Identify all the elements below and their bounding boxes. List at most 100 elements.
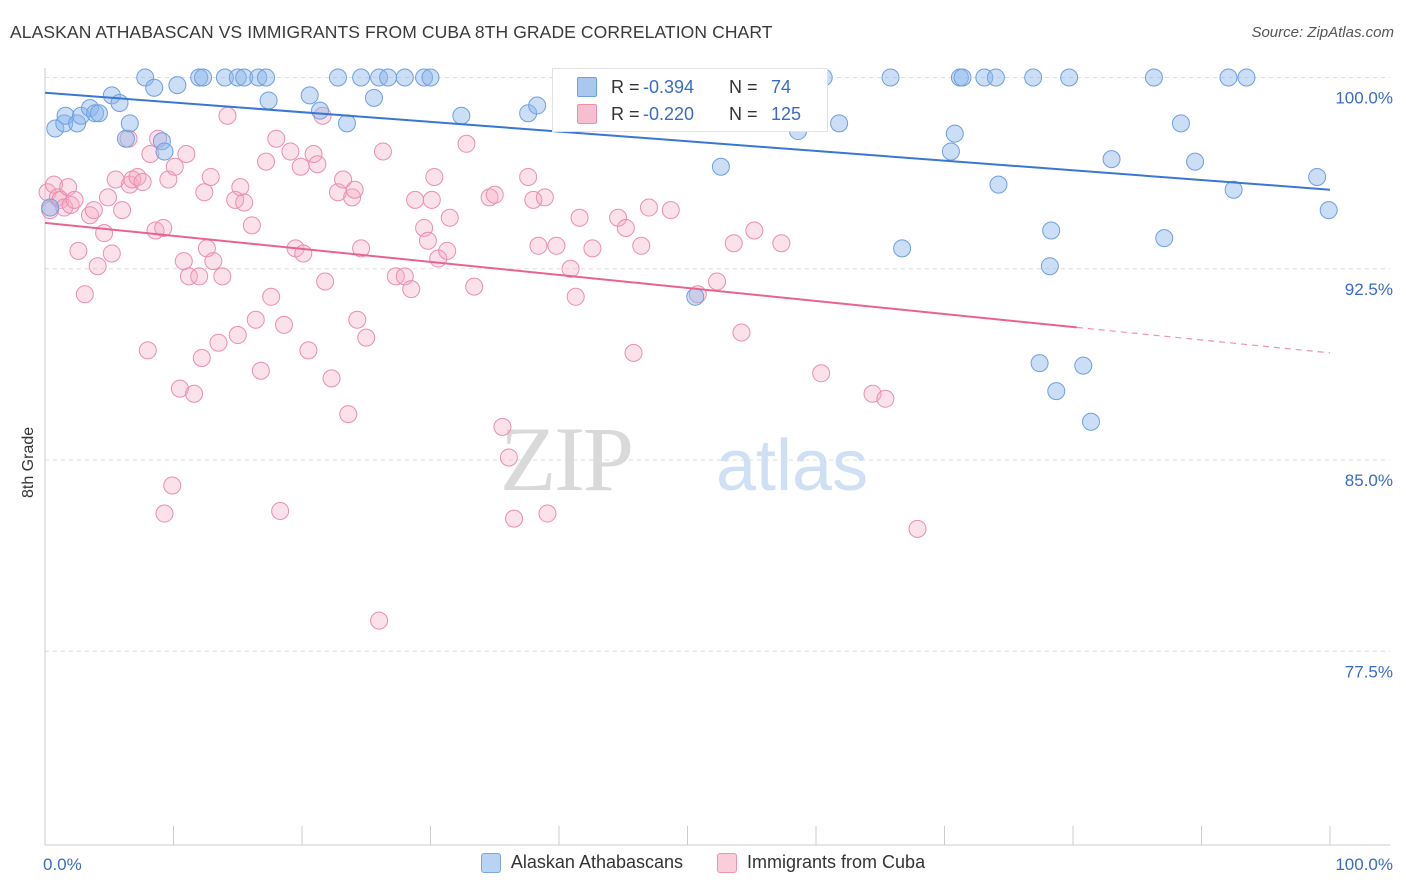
point-athabascan	[120, 114, 139, 133]
watermark: ZIP atlas	[500, 408, 868, 510]
point-athabascan	[395, 68, 414, 87]
point-cuba	[345, 180, 364, 199]
point-athabascan	[686, 287, 705, 306]
point-cuba	[75, 285, 94, 304]
point-athabascan	[1224, 180, 1243, 199]
point-cuba	[524, 190, 543, 209]
axes	[44, 68, 1390, 846]
point-athabascan	[421, 68, 440, 87]
point-athabascan	[452, 106, 471, 125]
point-athabascan	[519, 104, 538, 123]
legend: Alaskan Athabascans Immigrants from Cuba	[0, 852, 1406, 873]
point-athabascan	[415, 68, 434, 87]
point-athabascan	[1040, 257, 1059, 276]
y-tick-label: 85.0%	[1345, 471, 1393, 490]
point-cuba	[348, 310, 367, 329]
legend-item-athabascan[interactable]: Alaskan Athabascans	[480, 852, 684, 873]
point-cuba	[251, 361, 270, 380]
point-cuba	[190, 267, 209, 286]
point-cuba	[98, 188, 117, 207]
point-athabascan	[1186, 152, 1205, 171]
point-cuba	[402, 280, 421, 299]
point-athabascan	[116, 129, 135, 148]
point-cuba	[113, 201, 132, 220]
point-cuba	[465, 277, 484, 296]
legend-label-athabascan: Alaskan Athabascans	[510, 852, 684, 872]
n-value-athabascan: 74	[771, 76, 792, 97]
point-athabascan	[310, 101, 329, 120]
point-cuba	[262, 287, 281, 306]
point-athabascan	[1144, 68, 1163, 87]
point-athabascan	[168, 76, 187, 95]
r-value-cuba: -0.220	[643, 103, 695, 124]
point-cuba	[291, 157, 310, 176]
point-cuba	[84, 201, 103, 220]
point-cuba	[170, 379, 189, 398]
point-cuba	[422, 190, 441, 209]
point-cuba	[209, 333, 228, 352]
point-cuba	[505, 509, 524, 528]
point-cuba	[624, 343, 643, 362]
stats-swatch-cuba	[577, 104, 597, 124]
point-cuba	[812, 364, 831, 383]
point-cuba	[177, 145, 196, 163]
n-label: N =	[729, 103, 758, 124]
point-athabascan	[41, 198, 60, 217]
point-cuba	[242, 216, 261, 235]
y-tick-label: 100.0%	[1335, 89, 1393, 108]
stats-swatch-athabascan	[577, 77, 597, 97]
point-cuba	[65, 190, 84, 209]
point-cuba	[370, 611, 389, 630]
point-cuba	[334, 170, 353, 189]
point-cuba	[138, 341, 157, 360]
point-cuba	[616, 218, 635, 237]
point-cuba	[724, 234, 743, 253]
point-athabascan	[136, 68, 155, 87]
point-athabascan	[1219, 68, 1238, 87]
n-label: N =	[729, 76, 758, 97]
y-axis-label: 8th Grade	[20, 426, 37, 498]
legend-label-cuba: Immigrants from Cuba	[747, 852, 926, 872]
point-athabascan	[155, 142, 174, 161]
point-cuba	[235, 193, 254, 212]
point-athabascan	[1155, 229, 1174, 248]
point-athabascan	[86, 104, 105, 123]
point-cuba	[267, 129, 286, 148]
point-athabascan	[1024, 68, 1043, 87]
point-athabascan	[257, 68, 276, 87]
point-cuba	[639, 198, 658, 217]
point-athabascan	[46, 119, 65, 138]
point-athabascan	[71, 106, 90, 125]
chart-title: ALASKAN ATHABASCAN VS IMMIGRANTS FROM CU…	[10, 22, 773, 42]
legend-swatch-cuba	[717, 852, 738, 873]
point-cuba	[480, 188, 499, 207]
point-athabascan	[986, 68, 1005, 87]
point-cuba	[570, 208, 589, 227]
y-tick-label: 77.5%	[1345, 662, 1393, 681]
point-athabascan	[1319, 201, 1338, 220]
point-athabascan	[893, 239, 912, 258]
watermark-zip: ZIP	[500, 408, 632, 510]
legend-item-cuba[interactable]: Immigrants from Cuba	[717, 852, 925, 873]
point-cuba	[102, 244, 121, 263]
point-cuba	[352, 239, 371, 258]
point-athabascan	[259, 91, 278, 110]
point-cuba	[529, 236, 548, 255]
n-value-cuba: 125	[771, 103, 802, 124]
point-cuba	[772, 234, 791, 253]
point-cuba	[231, 178, 250, 197]
point-cuba	[313, 106, 332, 125]
point-cuba	[425, 167, 444, 186]
point-cuba	[609, 208, 628, 227]
point-athabascan	[328, 68, 347, 87]
stats-row-cuba: R = -0.220 N = 125	[577, 102, 801, 126]
point-cuba	[322, 369, 341, 388]
point-cuba	[406, 190, 425, 209]
point-cuba	[275, 315, 294, 334]
point-cuba	[271, 502, 290, 520]
point-athabascan	[80, 99, 99, 118]
point-cuba	[561, 259, 580, 278]
point-cuba	[163, 476, 182, 495]
point-athabascan	[881, 68, 900, 87]
r-label: R =	[611, 76, 640, 97]
